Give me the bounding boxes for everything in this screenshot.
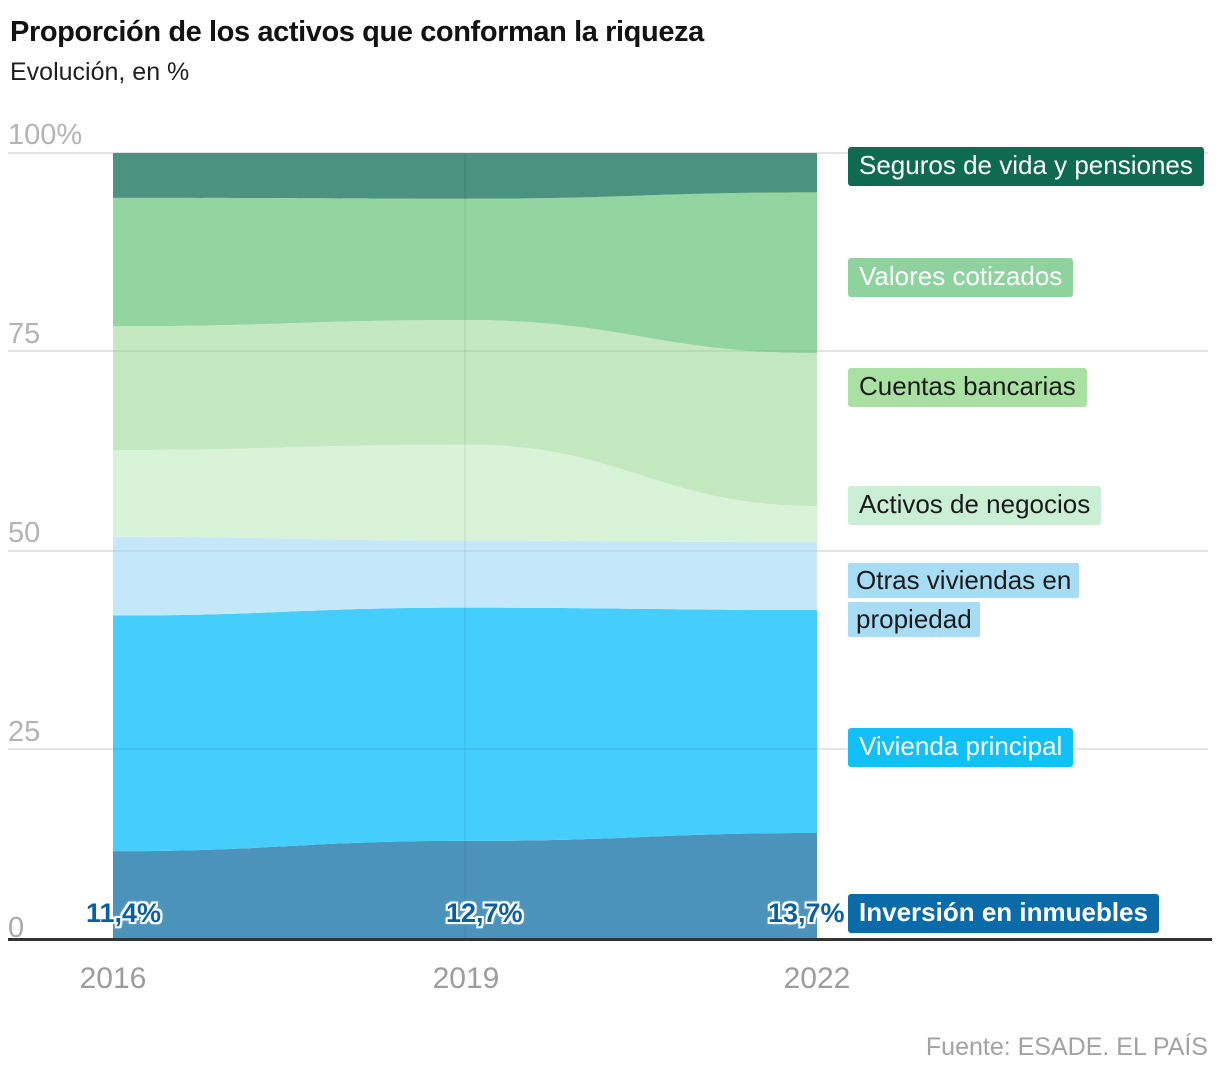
y-tick-75: 75 (8, 318, 41, 350)
y-tick-50: 50 (8, 517, 41, 549)
chart-subtitle: Evolución, en % (10, 58, 190, 86)
x-tick-2022: 2022 (783, 962, 851, 995)
area-activos-de-negocios (113, 444, 817, 543)
chart-title: Proporción de los activos que conforman … (10, 16, 704, 48)
value-label-2022: 13,7% (768, 898, 845, 928)
y-tick-0: 0 (8, 912, 25, 944)
source-credit: Fuente: ESADE. EL PAÍS (925, 1033, 1208, 1061)
area-valores-cotizados (113, 192, 817, 354)
gridline-75-overlay (113, 350, 817, 352)
gridline-25-overlay (113, 748, 817, 750)
area-vivienda-principal (113, 607, 817, 852)
value-label-2016: 11,4% (86, 898, 162, 928)
x-tick-2016: 2016 (79, 962, 147, 995)
legend-valores-cotizados: Valores cotizados (848, 258, 1074, 297)
x-axis-line (8, 938, 1212, 941)
x-tick-2019: 2019 (432, 962, 500, 995)
area-cuentas-bancarias (113, 320, 817, 507)
legend-activos-de-negocios: Activos de negocios (848, 486, 1102, 525)
area-inversi-n-en-inmuebles (113, 833, 817, 941)
legend-otras-viviendas-en-propiedad: Otras viviendas en propiedad (848, 561, 1098, 639)
legend-vivienda-principal: Vivienda principal (848, 728, 1074, 767)
legend-seguros-de-vida-y-pensiones: Seguros de vida y pensiones (848, 147, 1204, 186)
gridline-2019-vertical (464, 153, 466, 940)
area-seguros-de-vida-y-pensiones (113, 153, 817, 199)
area-otras-viviendas-en-propiedad (113, 536, 817, 616)
gridline-50-overlay (113, 550, 817, 552)
y-tick-25: 25 (8, 716, 41, 748)
legend-inversion-en-inmuebles: Inversión en inmuebles (848, 894, 1159, 933)
legend-cuentas-bancarias: Cuentas bancarias (848, 368, 1087, 407)
legend-otras-viviendas-highlight: Otras viviendas en propiedad (848, 563, 1080, 637)
value-label-2019: 12,7% (446, 898, 523, 928)
y-tick-100: 100% (8, 119, 83, 151)
